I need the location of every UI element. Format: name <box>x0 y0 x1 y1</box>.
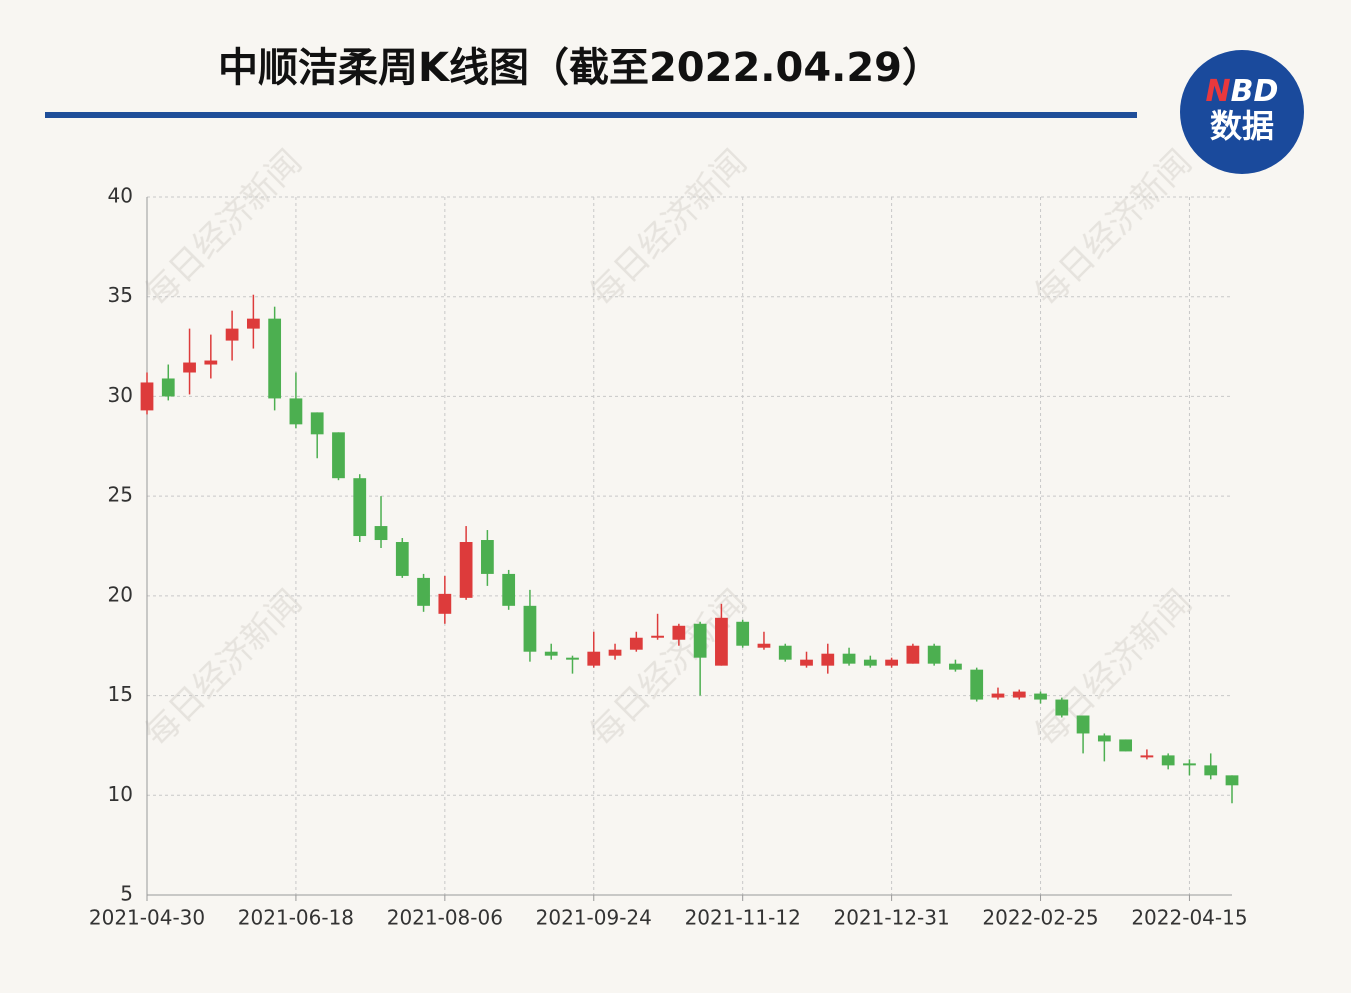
x-tick-label: 2021-04-30 <box>89 906 205 930</box>
y-tick-label: 30 <box>108 383 133 407</box>
y-tick-label: 40 <box>108 184 133 208</box>
candle-body <box>268 318 282 399</box>
chart-title: 中顺洁柔周K线图（截至2022.04.29） <box>218 45 942 91</box>
candle-body <box>246 318 260 329</box>
candle-body <box>374 526 388 541</box>
y-tick-label: 10 <box>108 782 133 806</box>
candle-body <box>1119 739 1133 752</box>
candle-body <box>289 398 303 425</box>
x-tick-label: 2022-04-15 <box>1131 906 1247 930</box>
candle-body <box>608 649 622 656</box>
candle-body <box>672 625 686 640</box>
candle-body <box>651 635 664 638</box>
candle-body <box>204 360 218 365</box>
candle-body <box>970 669 984 700</box>
candle-body <box>1183 763 1196 766</box>
candle-body <box>1076 715 1090 734</box>
candle-body <box>991 693 1005 698</box>
candle-body <box>395 542 409 576</box>
candle-body <box>459 542 473 598</box>
candle-body <box>842 653 856 664</box>
candle-body <box>417 577 430 606</box>
x-tick-label: 2022-02-25 <box>982 906 1098 930</box>
logo-brand: NBD <box>1206 74 1279 109</box>
candle-body <box>523 605 537 652</box>
candle-body <box>1140 755 1154 758</box>
candle-body <box>1161 755 1175 766</box>
candle-body <box>949 663 962 670</box>
candle-body <box>1034 693 1047 700</box>
candle-body <box>629 637 643 650</box>
x-tick-label: 2021-12-31 <box>833 906 949 930</box>
watermark: 每日经济新闻 <box>137 142 310 315</box>
x-tick-label: 2021-06-18 <box>238 906 354 930</box>
candle-body <box>353 478 367 537</box>
candle-body <box>736 621 750 646</box>
watermark: 每日经济新闻 <box>137 582 310 755</box>
y-tick-label: 35 <box>108 283 133 307</box>
x-tick-label: 2021-09-24 <box>536 906 652 930</box>
candle-body <box>1097 735 1111 742</box>
y-tick-label: 5 <box>120 882 133 906</box>
logo-label: 数据 <box>1210 107 1274 145</box>
logo <box>1180 50 1304 174</box>
candle-body <box>481 540 494 574</box>
candle-body <box>863 659 877 666</box>
candle-body <box>715 617 728 666</box>
y-tick-label: 20 <box>108 582 133 606</box>
watermark: 每日经济新闻 <box>1027 142 1200 315</box>
candle-body <box>140 382 154 411</box>
candle-body <box>544 651 558 656</box>
watermark: 每日经济新闻 <box>582 142 755 315</box>
candle-body <box>885 659 898 666</box>
y-tick-label: 15 <box>108 682 133 706</box>
watermark: 每日经济新闻 <box>582 582 755 755</box>
candle-body <box>906 645 920 664</box>
watermark: 每日经济新闻 <box>1027 582 1200 755</box>
candle-body <box>1055 699 1069 716</box>
x-tick-label: 2021-11-12 <box>685 906 801 930</box>
candle-body <box>778 645 792 660</box>
candle-body <box>310 412 324 435</box>
candle-body <box>225 328 239 341</box>
candle-body <box>183 362 196 373</box>
candle-body <box>927 645 941 664</box>
y-tick-label: 25 <box>108 483 133 507</box>
candle-body <box>821 653 835 666</box>
candle-body <box>438 593 452 614</box>
candle-body <box>566 657 579 660</box>
candle-body <box>757 643 771 648</box>
x-tick-label: 2021-08-06 <box>387 906 503 930</box>
candle-body <box>1012 691 1026 698</box>
candle-body <box>161 378 175 397</box>
candle-body <box>693 623 707 658</box>
candle-body <box>332 432 345 479</box>
candle-body <box>587 651 601 666</box>
candle-body <box>502 573 516 606</box>
candle-body <box>1225 775 1239 786</box>
candle-body <box>800 659 813 666</box>
candle-body <box>1204 765 1218 776</box>
title-rule <box>45 112 1137 118</box>
